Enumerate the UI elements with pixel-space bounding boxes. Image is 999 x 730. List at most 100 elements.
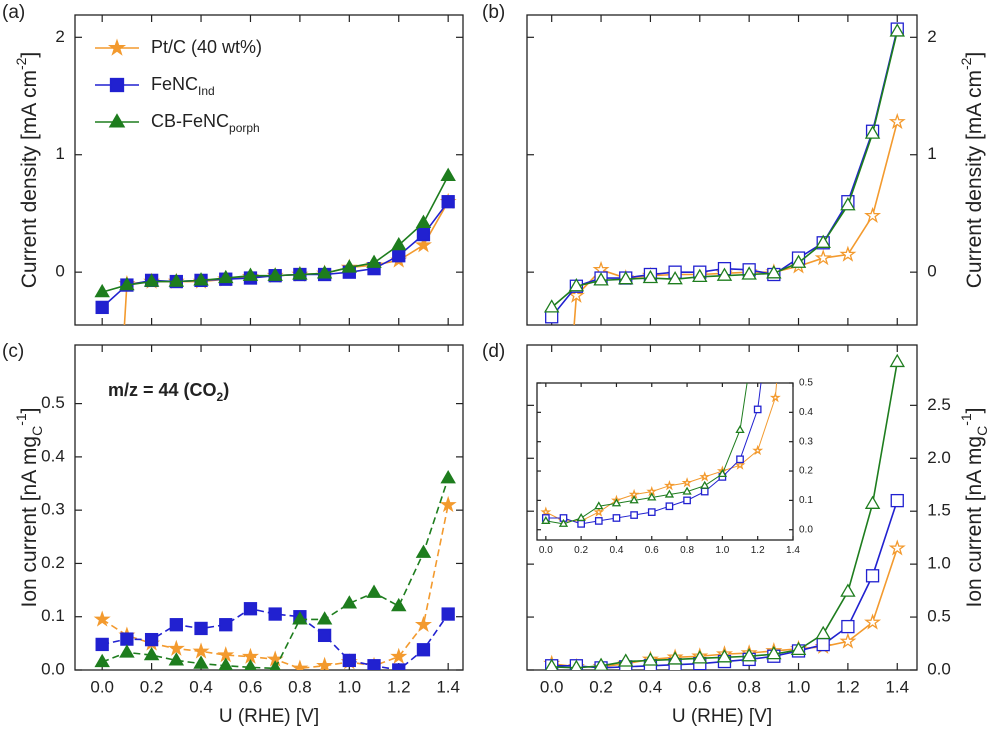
y-tick-label: 2 — [927, 27, 936, 46]
marker — [218, 657, 233, 670]
marker — [864, 495, 881, 509]
x-tick-label: 1.2 — [751, 545, 765, 556]
panel: 0.0 0.2 0.4 0.6 0.8 1.0 1.2 1.4 0.0 0.1 0.2 0.3 0.4 0… — [41, 344, 464, 696]
marker — [700, 480, 710, 489]
y-axis-label: Ion current [nA mgC-1] — [13, 407, 45, 607]
marker — [612, 514, 621, 522]
panel: 0 1 2 — [55, 14, 464, 326]
marker — [95, 637, 109, 652]
marker — [392, 663, 406, 670]
y-tick-label: 0 — [927, 262, 936, 281]
marker — [642, 269, 659, 284]
x-tick-label: 0.8 — [288, 677, 312, 696]
y-axis-label: Current density [mA cm-2] — [13, 52, 41, 289]
marker — [440, 469, 456, 484]
y-tick-label: 0.2 — [41, 553, 65, 572]
marker — [193, 655, 209, 669]
marker — [367, 659, 381, 670]
text-part: Pt/C (40 wt%) — [151, 37, 262, 57]
marker — [545, 658, 559, 670]
marker — [267, 267, 283, 281]
text-part: -2 — [13, 57, 29, 70]
text-part: Current density [mA cm — [18, 70, 41, 288]
marker — [568, 278, 585, 292]
x-tick-label: 0.8 — [680, 545, 694, 556]
marker — [219, 618, 233, 632]
marker — [366, 254, 382, 268]
marker — [576, 513, 586, 522]
marker — [193, 272, 209, 286]
plot-frame — [536, 382, 794, 541]
marker — [570, 659, 583, 670]
marker — [752, 444, 764, 456]
marker — [647, 492, 657, 501]
marker — [119, 276, 135, 291]
marker — [317, 628, 332, 643]
y-tick-label: 2.5 — [927, 395, 951, 414]
marker — [741, 266, 757, 280]
x-tick-label: 0.8 — [737, 677, 761, 696]
text-part: FeNC — [151, 74, 198, 94]
marker — [390, 647, 408, 664]
marker — [120, 632, 134, 646]
text-part: m/z = 44 (CO — [108, 380, 217, 400]
marker — [109, 77, 125, 93]
marker — [840, 197, 856, 211]
marker — [342, 653, 356, 668]
marker — [168, 652, 185, 666]
marker — [392, 249, 406, 263]
x-tick-label: 1.2 — [387, 677, 411, 696]
marker — [341, 259, 358, 273]
marker — [291, 659, 309, 670]
marker — [391, 236, 407, 251]
marker — [618, 653, 634, 667]
marker — [683, 496, 691, 505]
text-part: C — [29, 426, 45, 436]
y-tick-label: 0.4 — [41, 446, 65, 465]
marker — [769, 391, 781, 403]
y-tick-label: 0.5 — [41, 393, 65, 412]
text-part: porph — [229, 121, 260, 135]
text-part: C — [974, 426, 990, 436]
text-part: Current density [mA cm — [963, 70, 986, 288]
marker — [292, 266, 308, 280]
marker — [665, 502, 674, 511]
text-part: -2 — [958, 57, 974, 70]
marker — [700, 487, 709, 496]
x-axis-label: U (RHE) [V] — [672, 706, 772, 727]
marker — [692, 268, 708, 283]
marker — [890, 493, 904, 508]
y-tick-label: 0.0 — [927, 659, 951, 678]
marker — [864, 125, 881, 139]
marker — [144, 632, 159, 647]
text-part: ) — [223, 380, 229, 400]
panel-label: (c) — [2, 341, 24, 362]
marker — [218, 269, 234, 284]
marker — [194, 621, 208, 636]
text-part: ] — [18, 52, 41, 58]
marker — [839, 245, 857, 262]
marker — [667, 651, 683, 665]
marker — [558, 518, 569, 527]
marker — [269, 660, 281, 670]
marker — [441, 607, 455, 621]
marker — [541, 515, 551, 524]
marker — [414, 615, 432, 632]
marker — [814, 249, 832, 266]
marker — [242, 267, 259, 281]
marker — [741, 648, 757, 662]
y-tick-label: 1 — [927, 144, 936, 163]
marker — [699, 471, 711, 482]
x-tick-label: 0.4 — [189, 677, 213, 696]
series-line — [102, 607, 449, 670]
marker — [107, 38, 127, 56]
x-tick-label: 0.6 — [688, 677, 712, 696]
y-tick-label: 1.0 — [927, 554, 951, 573]
panel: 0 1 2 — [526, 14, 937, 326]
panel: 0.0 0.2 0.4 0.6 0.8 1.0 1.2 1.4 0.0 0.1 0.2 0.3 0.4 0… — [536, 378, 813, 556]
y-tick-label: 0 — [55, 262, 64, 281]
marker — [594, 517, 603, 525]
marker — [108, 113, 126, 128]
marker — [790, 254, 807, 268]
marker — [167, 639, 185, 656]
